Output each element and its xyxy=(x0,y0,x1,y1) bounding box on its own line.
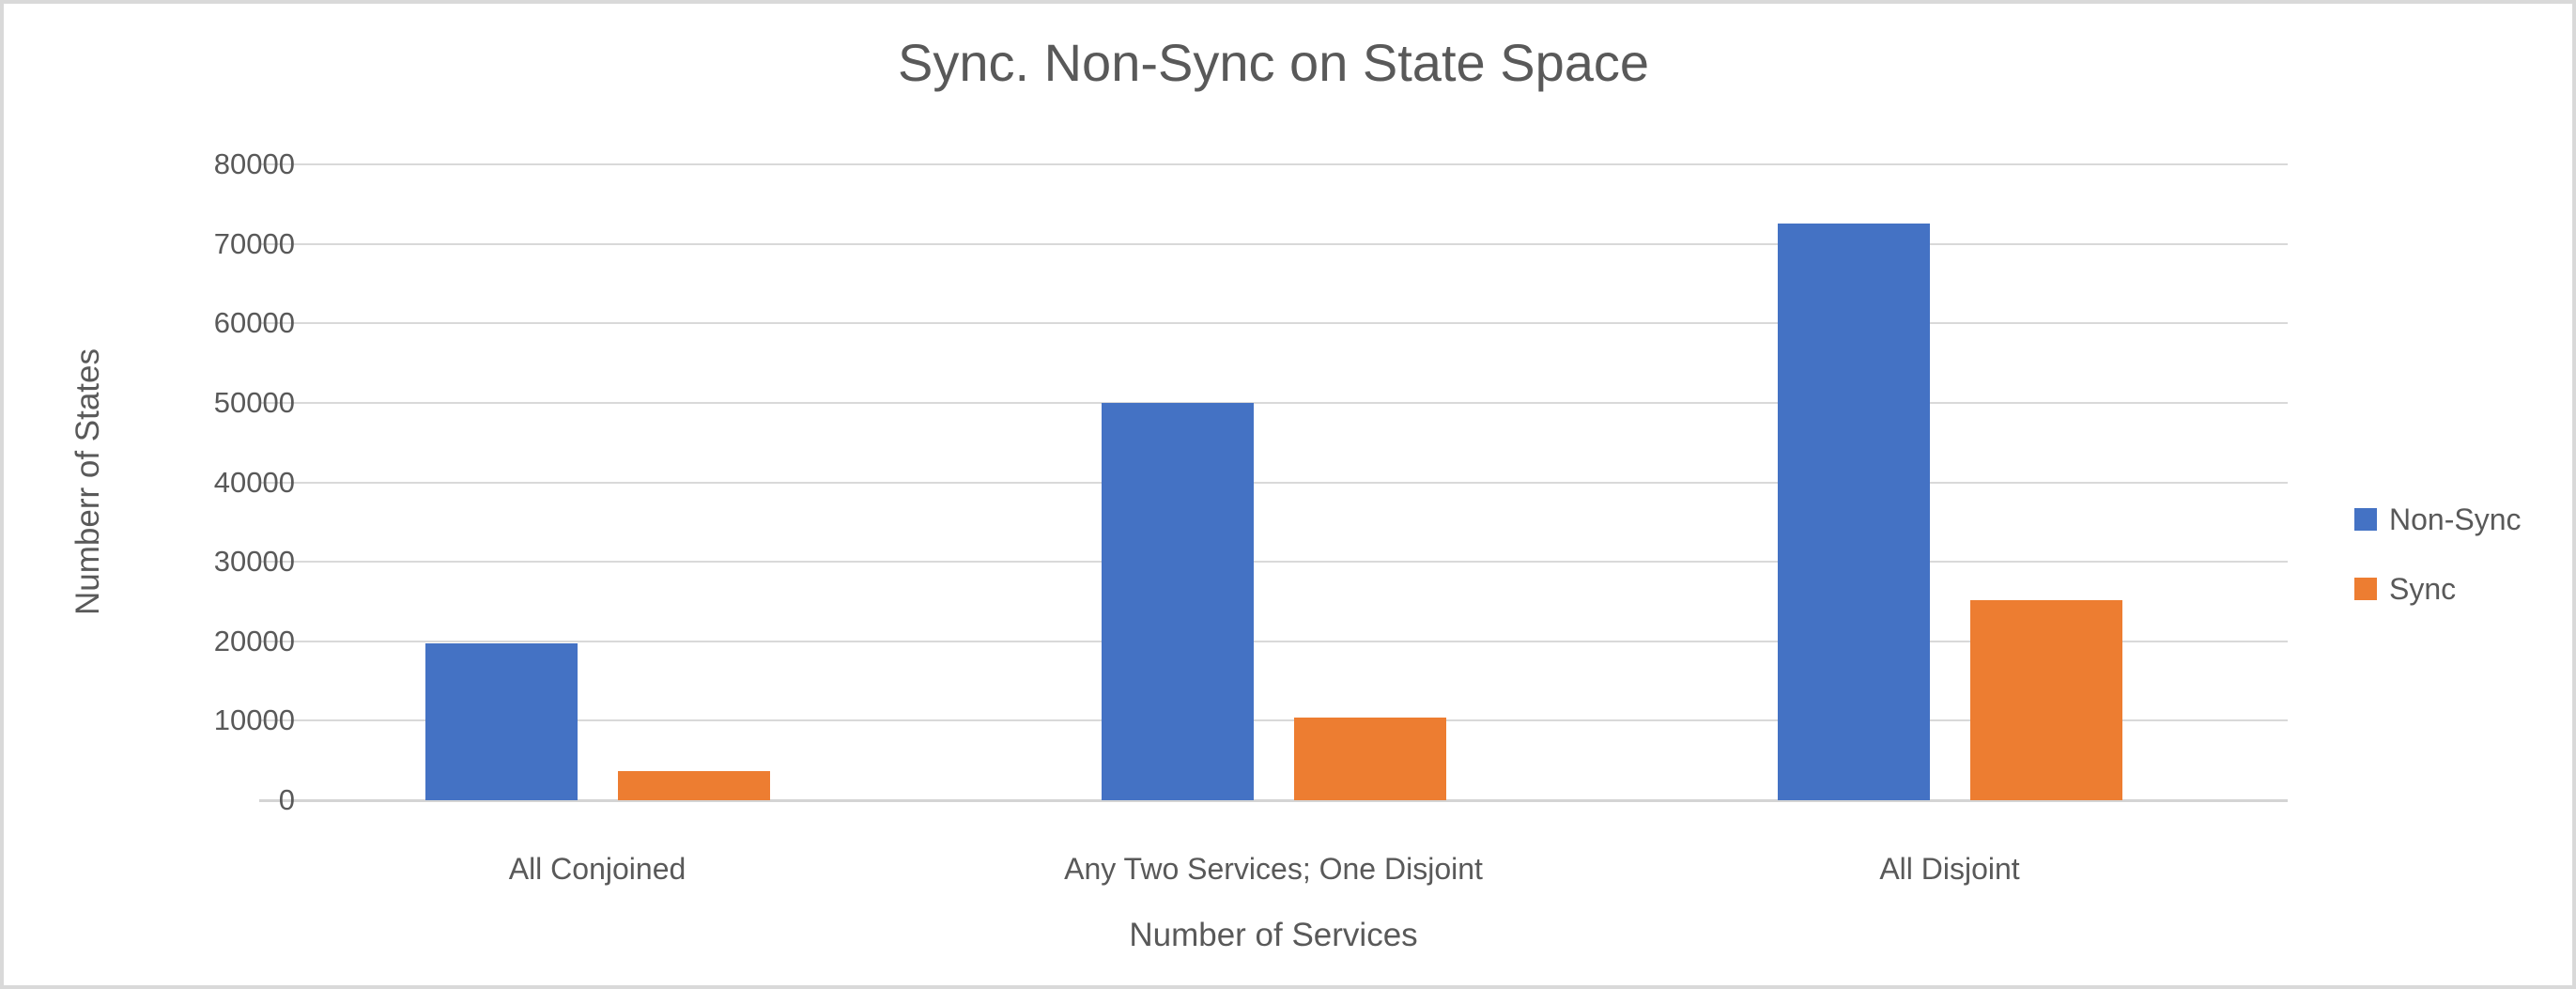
bar-sync-2 xyxy=(1293,718,1446,800)
bar-sync-1 xyxy=(617,771,770,800)
legend-item-non-sync: Non-Sync xyxy=(2354,499,2522,540)
y-tick-label: 60000 xyxy=(213,306,295,340)
y-tick-label: 40000 xyxy=(213,465,295,499)
gridline-80000 xyxy=(259,163,2288,165)
gridline-40000 xyxy=(259,481,2288,484)
gridline-0 xyxy=(259,799,2288,802)
legend-label: Non-Sync xyxy=(2389,502,2522,536)
y-tick-label: 30000 xyxy=(213,545,295,579)
gridline-20000 xyxy=(259,640,2288,642)
plot-area xyxy=(259,163,2288,802)
chart-title: Sync. Non-Sync on State Space xyxy=(898,33,1649,92)
x-category-label: All Disjoint xyxy=(1879,852,2020,886)
bar-non-sync-1 xyxy=(424,643,578,800)
legend: Non-Sync Sync xyxy=(2354,499,2522,638)
legend-swatch-icon xyxy=(2354,508,2377,531)
gridline-70000 xyxy=(259,242,2288,245)
y-tick-label: 0 xyxy=(278,783,295,816)
gridline-50000 xyxy=(259,401,2288,404)
gridline-10000 xyxy=(259,719,2288,722)
y-tick-label: 20000 xyxy=(213,624,295,657)
y-tick-label: 70000 xyxy=(213,226,295,260)
y-tick-label: 80000 xyxy=(213,147,295,180)
gridline-60000 xyxy=(259,322,2288,325)
gridline-30000 xyxy=(259,561,2288,564)
y-tick-label: 10000 xyxy=(213,703,295,737)
bar-non-sync-2 xyxy=(1101,403,1254,800)
x-axis-title: Number of Services xyxy=(1129,917,1418,953)
legend-swatch-icon xyxy=(2354,578,2377,600)
bar-non-sync-3 xyxy=(1777,224,1930,800)
bar-sync-3 xyxy=(1969,600,2122,800)
x-category-label: All Conjoined xyxy=(508,852,686,886)
y-tick-label: 50000 xyxy=(213,385,295,419)
legend-item-sync: Sync xyxy=(2354,568,2522,610)
legend-label: Sync xyxy=(2389,571,2457,606)
x-category-label: Any Two Services; One Disjoint xyxy=(1064,852,1483,886)
